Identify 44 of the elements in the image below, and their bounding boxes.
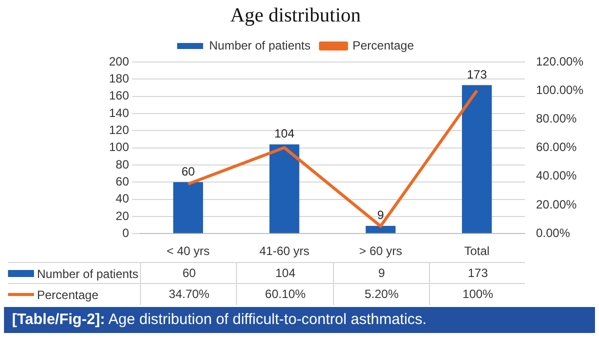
data-label: 104 xyxy=(236,263,334,284)
legend-label: Percentage xyxy=(352,38,414,52)
bar xyxy=(366,226,396,234)
bar xyxy=(269,144,300,234)
data-label: 173 xyxy=(428,263,526,284)
y-tick-label: 160 xyxy=(108,88,130,103)
x-tick-label: Total xyxy=(464,244,490,258)
text: 173 xyxy=(466,67,487,82)
text: Number of patients xyxy=(37,266,138,280)
y-tick-label: 120 xyxy=(108,122,130,137)
data-label: 9 xyxy=(332,263,430,284)
legend-label: Number of patients xyxy=(209,38,311,52)
y-tick-label: 40 xyxy=(116,192,130,206)
y-tick-label: 80 xyxy=(116,157,130,172)
y-tick-label: 60 xyxy=(116,174,130,188)
data-label: 60.10% xyxy=(236,284,334,305)
data-label: 60 xyxy=(140,263,238,284)
text: [Table/Fig-2]: Age distribution of difficult-to-control asthmatics. xyxy=(4,307,595,333)
y2-tick-label: 40.00% xyxy=(536,168,578,183)
y-tick-label: 140 xyxy=(108,106,130,120)
data-label: 100% xyxy=(428,284,526,305)
y-tick-label: 20 xyxy=(116,208,130,223)
bar xyxy=(462,85,492,234)
text: Percentage xyxy=(37,288,98,302)
y2-tick-label: 0.00% xyxy=(536,226,570,240)
x-tick-label: < 40 yrs xyxy=(166,244,210,258)
data-label: 34.70% xyxy=(140,284,238,305)
y-tick-label: 180 xyxy=(108,71,130,86)
x-tick-label: 41-60 yrs xyxy=(259,244,310,258)
bar xyxy=(173,182,204,234)
chart-title: Age distribution xyxy=(230,4,361,26)
text: 60 xyxy=(181,164,195,178)
y2-tick-label: 60.00% xyxy=(536,140,578,154)
text: 104 xyxy=(274,126,294,141)
text: 9 xyxy=(377,208,384,222)
y2-tick-label: 80.00% xyxy=(536,112,578,126)
x-tick-label: > 60 yrs xyxy=(359,244,402,258)
y-tick-label: 0 xyxy=(122,226,130,240)
y2-tick-label: 100.00% xyxy=(536,82,584,97)
y2-tick-label: 20.00% xyxy=(536,197,578,212)
y-tick-label: 200 xyxy=(108,54,130,68)
data-label: 5.20% xyxy=(332,284,430,305)
y-tick-label: 100 xyxy=(108,140,130,154)
y2-tick-label: 120.00% xyxy=(536,54,584,68)
